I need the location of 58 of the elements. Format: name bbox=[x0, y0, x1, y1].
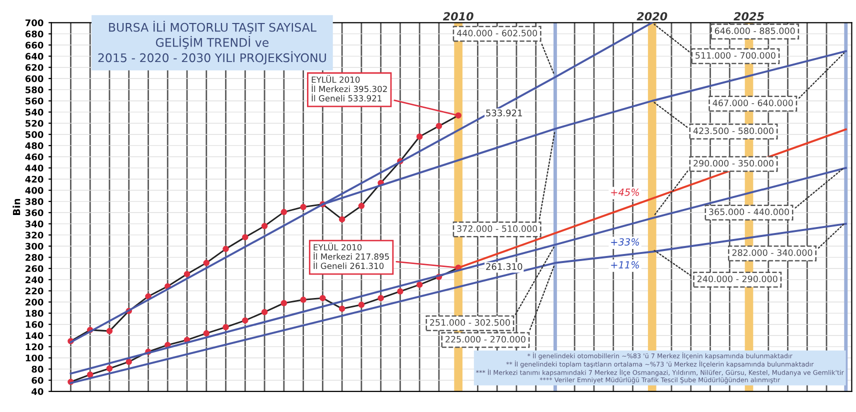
y-tick-label: 160 bbox=[26, 321, 44, 328]
annotation: 290.000 - 350.000 bbox=[694, 160, 774, 167]
y-tick-label: 380 bbox=[25, 198, 44, 205]
y-tick-label: 580 bbox=[26, 86, 44, 94]
y-tick-label: 340 bbox=[25, 220, 44, 228]
annotation: 511.000 - 700.000 bbox=[696, 52, 776, 59]
y-tick-label: 260 bbox=[26, 265, 44, 272]
y-tick-label: 280 bbox=[26, 254, 44, 261]
y-tick-label: 660 bbox=[25, 42, 44, 49]
y-tick-label: 540 bbox=[26, 108, 44, 116]
y-tick-label: 140 bbox=[26, 332, 44, 340]
text: BURSA İLİ MOTORLU TAŞIT SAYISAL GELİŞİM TRENDİ ve 2015 - 2020 - 2030 YILI PROJEKSİYONU bbox=[98, 20, 326, 64]
y-tick-label: 480 bbox=[25, 142, 44, 150]
annotation: 423.500 - 580.000 bbox=[693, 128, 774, 134]
annotation: 251.000 - 302.500 bbox=[430, 319, 510, 326]
ref-line-label: 2020 bbox=[636, 12, 668, 21]
annotation: EYLÜL 2010 İl Merkezi 217.895 İl Geneli 261.310 bbox=[314, 242, 389, 270]
y-tick-label: 100 bbox=[26, 354, 44, 362]
y-tick-label: 460 bbox=[25, 153, 44, 160]
y-tick-label: 620 bbox=[25, 64, 44, 71]
y-tick-label: 80 bbox=[32, 366, 44, 373]
y-tick-label: 700 bbox=[25, 19, 44, 26]
y-tick-label: 420 bbox=[25, 176, 44, 183]
y-tick-label: 680 bbox=[25, 30, 44, 38]
y-tick-label: 500 bbox=[26, 131, 44, 138]
y-tick-label: 220 bbox=[26, 288, 44, 294]
annotation: 282.000 - 340.000 bbox=[732, 249, 812, 256]
y-tick-label: 560 bbox=[26, 98, 44, 104]
y-tick-label: 180 bbox=[26, 310, 44, 317]
annotation: 365.000 - 440.000 bbox=[709, 208, 789, 216]
annotation: EYLÜL 2010 İl Merkezi 395.302 İl Geneli 533.921 bbox=[312, 75, 387, 102]
annotation: +33% bbox=[611, 238, 639, 246]
y-tick-label: 640 bbox=[25, 52, 44, 60]
annotation: 646.000 - 885.000 bbox=[714, 28, 795, 34]
y-tick-label: 440 bbox=[25, 164, 44, 172]
y-tick-label: 240 bbox=[26, 276, 44, 284]
annotation: 240.000 - 290.000 bbox=[697, 276, 778, 282]
annotation: +11% bbox=[611, 261, 639, 269]
annotation: 261.310 bbox=[486, 263, 522, 270]
annotation: 372.000 - 510.000 bbox=[457, 225, 538, 232]
y-tick-label: 320 bbox=[25, 232, 44, 239]
annotation: 467.000 - 640.000 bbox=[712, 100, 793, 106]
ref-line-label: 2010 bbox=[442, 12, 474, 21]
y-tick-label: 60 bbox=[32, 376, 44, 384]
annotation: +45% bbox=[611, 188, 639, 196]
y-tick-label: 520 bbox=[26, 120, 44, 127]
y-axis-title: Bin bbox=[12, 198, 20, 215]
y-tick-label: 40 bbox=[32, 388, 44, 395]
y-tick-label: 300 bbox=[25, 242, 44, 250]
annotation: 440.000 - 602.500 bbox=[456, 30, 538, 36]
annotation: 533.921 bbox=[486, 110, 522, 116]
y-tick-label: 600 bbox=[25, 75, 44, 82]
y-tick-label: 360 bbox=[25, 209, 44, 216]
annotation: 225.000 - 270.000 bbox=[446, 336, 526, 343]
y-tick-label: 120 bbox=[26, 343, 44, 350]
y-tick-label: 400 bbox=[25, 187, 44, 194]
y-tick-label: 200 bbox=[26, 298, 44, 306]
ref-line-label: 2025 bbox=[734, 12, 764, 21]
